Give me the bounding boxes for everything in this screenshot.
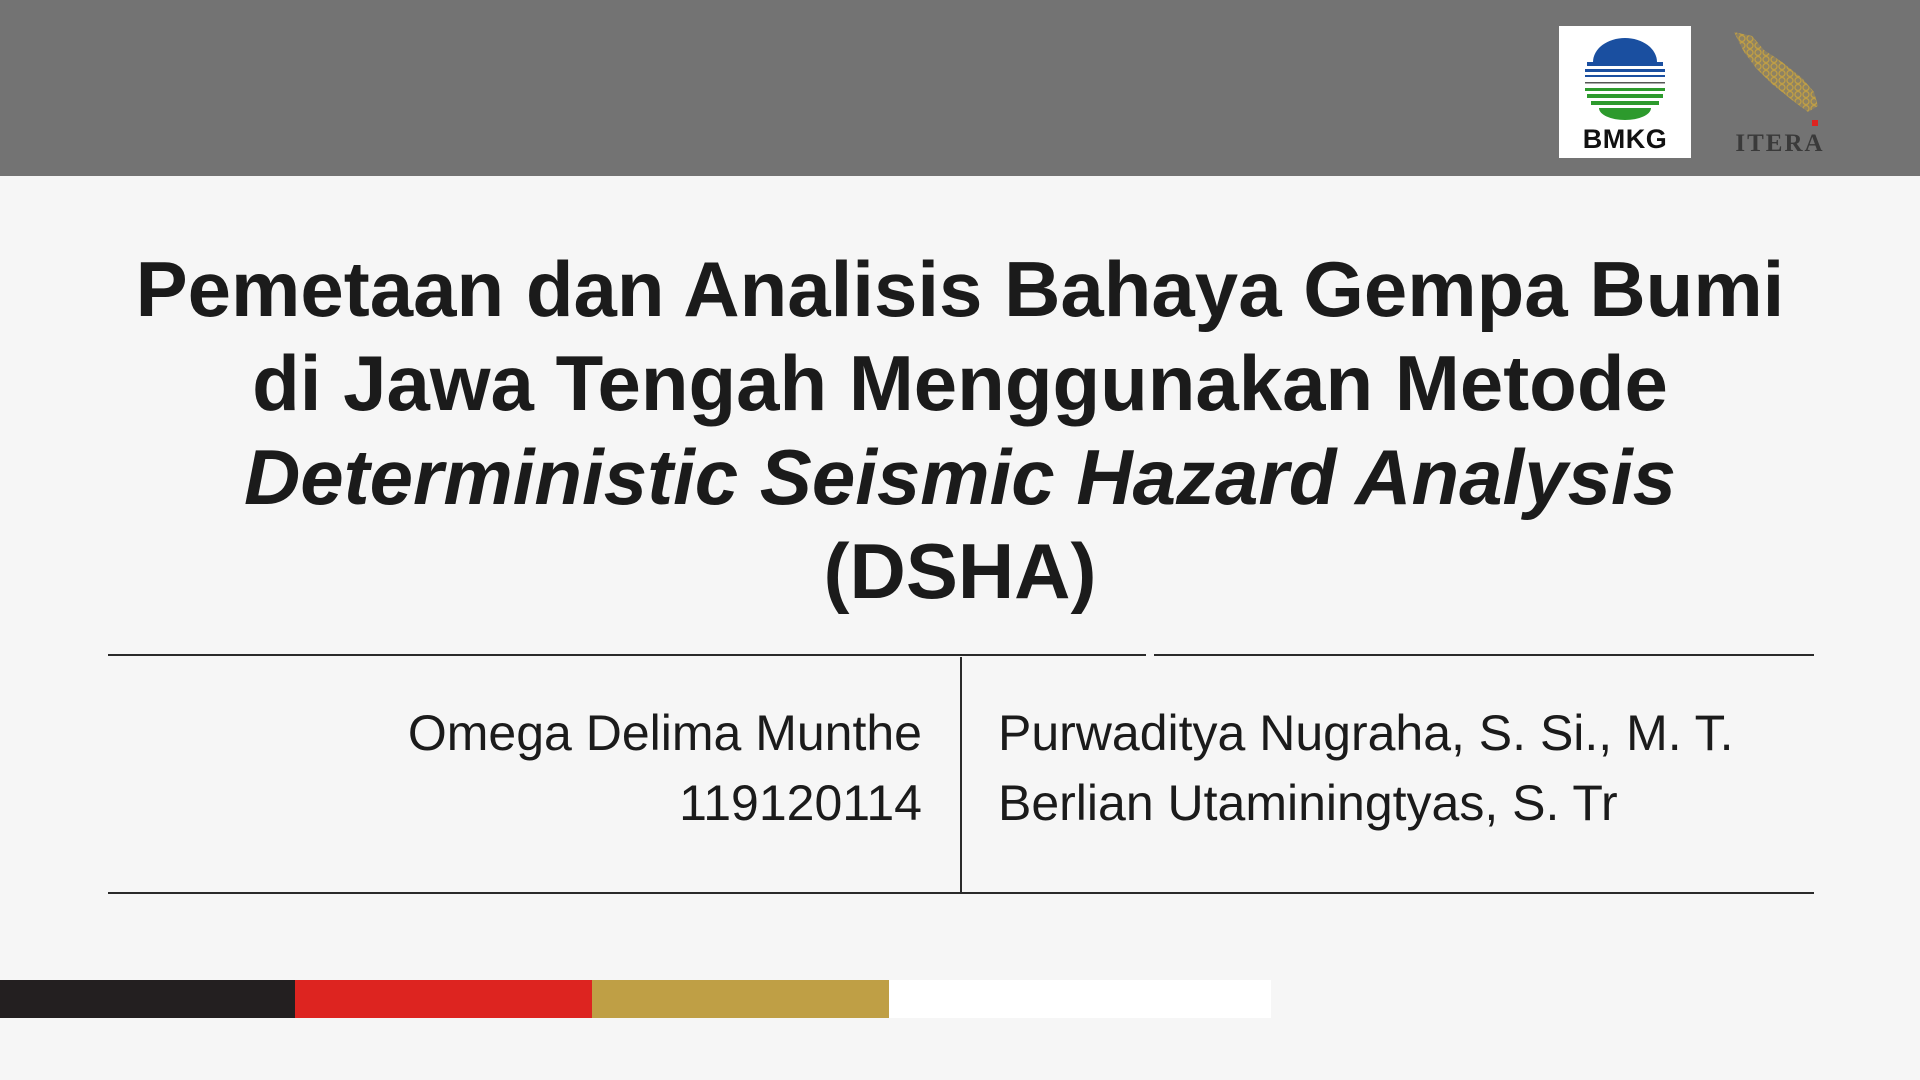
vertical-divider — [960, 657, 962, 893]
bmkg-emblem-icon — [1585, 38, 1665, 120]
supervisor-1: Purwaditya Nugraha, S. Si., M. T. — [998, 705, 1734, 761]
bmkg-logo: BMKG — [1559, 26, 1691, 158]
title-line-2: di Jawa Tengah Menggunakan Metode — [252, 339, 1668, 427]
presentation-title: Pemetaan dan Analisis Bahaya Gempa Bumi … — [100, 242, 1820, 618]
author-id: 119120114 — [679, 775, 922, 831]
author-name: Omega Delima Munthe — [407, 705, 922, 761]
supervisor-block: Purwaditya Nugraha, S. Si., M. T. Berlia… — [998, 698, 1818, 838]
bmkg-logo-text: BMKG — [1582, 124, 1668, 154]
supervisor-2: Berlian Utaminingtyas, S. Tr — [998, 775, 1618, 831]
title-line-1: Pemetaan dan Analisis Bahaya Gempa Bumi — [135, 245, 1785, 333]
strip-red — [295, 980, 592, 1018]
title-line-4: (DSHA) — [823, 527, 1097, 615]
strip-white — [889, 980, 1271, 1018]
itera-emblem-icon — [1734, 32, 1818, 126]
color-strip — [0, 980, 1271, 1018]
author-block: Omega Delima Munthe 119120114 — [108, 698, 922, 838]
strip-gold — [592, 980, 889, 1018]
strip-black — [0, 980, 295, 1018]
top-divider-right — [1154, 654, 1814, 656]
itera-logo-text: ITERA — [1735, 130, 1825, 157]
itera-logo: ITERA — [1720, 28, 1840, 158]
top-divider-left — [108, 654, 1146, 656]
title-line-3: Deterministic Seismic Hazard Analysis — [243, 433, 1677, 521]
bottom-divider — [108, 892, 1814, 894]
